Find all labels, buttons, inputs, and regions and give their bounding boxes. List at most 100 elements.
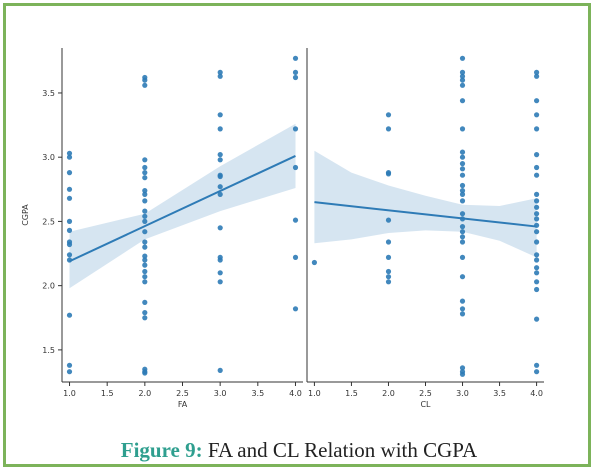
data-point bbox=[217, 191, 223, 197]
data-point bbox=[459, 149, 466, 155]
data-point bbox=[459, 306, 466, 312]
data-point bbox=[311, 259, 317, 266]
data-point bbox=[217, 173, 223, 180]
data-point bbox=[459, 188, 466, 194]
data-point bbox=[292, 74, 299, 81]
data-point bbox=[534, 164, 540, 171]
data-point bbox=[142, 315, 148, 321]
caption-label: Figure 9: bbox=[120, 438, 203, 462]
data-point bbox=[534, 126, 540, 132]
data-point bbox=[385, 112, 392, 118]
data-point bbox=[66, 154, 73, 160]
data-point bbox=[142, 239, 148, 245]
scatter-plot-figure: 1.0 1.5 2.0 2.5 3.0 3.5 4.0 FA 1.5 2.0 2.5 3.0 3.5 CG… bbox=[21, 48, 544, 409]
data-point bbox=[217, 184, 223, 190]
data-point bbox=[459, 229, 466, 235]
data-point bbox=[66, 241, 73, 248]
data-point bbox=[292, 164, 299, 171]
data-point bbox=[534, 270, 540, 276]
data-point bbox=[292, 126, 299, 132]
data-point bbox=[142, 268, 148, 275]
data-point bbox=[142, 213, 148, 219]
data-point bbox=[534, 265, 540, 271]
data-point bbox=[142, 164, 148, 171]
data-point bbox=[534, 286, 540, 293]
data-point bbox=[217, 279, 223, 285]
data-point bbox=[534, 112, 540, 118]
data-point bbox=[142, 191, 148, 197]
caption-text: FA and CL Relation with CGPA bbox=[207, 438, 478, 462]
data-point bbox=[385, 217, 392, 223]
panel-cl: 1.0 1.5 2.0 2.5 3.0 3.5 4.0 CL bbox=[306, 48, 544, 409]
x-tick-label: 1.5 bbox=[101, 389, 114, 398]
data-point bbox=[385, 268, 392, 275]
data-point bbox=[459, 198, 466, 204]
data-point bbox=[459, 154, 466, 160]
data-point bbox=[534, 279, 540, 285]
data-point bbox=[142, 274, 148, 280]
data-point bbox=[459, 55, 466, 61]
data-point bbox=[534, 369, 540, 375]
data-point bbox=[534, 98, 540, 104]
data-point bbox=[385, 126, 392, 132]
data-point bbox=[142, 257, 148, 263]
data-point bbox=[459, 365, 466, 371]
panel-fa: 1.0 1.5 2.0 2.5 3.0 3.5 4.0 FA 1.5 2.0 2.5 3.0 3.5 CG… bbox=[21, 48, 303, 409]
data-point bbox=[142, 262, 148, 268]
data-point bbox=[142, 253, 148, 259]
data-point bbox=[66, 218, 73, 224]
data-point bbox=[459, 311, 466, 317]
data-point bbox=[534, 362, 540, 368]
data-point bbox=[459, 239, 466, 245]
y-tick-label: 3.0 bbox=[42, 153, 55, 162]
data-point bbox=[459, 224, 466, 230]
data-point bbox=[217, 126, 223, 132]
data-point bbox=[217, 69, 223, 75]
data-point bbox=[142, 198, 148, 204]
data-point bbox=[142, 218, 148, 224]
confidence-band bbox=[69, 123, 296, 289]
data-point bbox=[459, 298, 466, 304]
data-point bbox=[459, 234, 466, 240]
data-point bbox=[459, 69, 466, 75]
data-point bbox=[292, 217, 299, 223]
data-point bbox=[459, 166, 466, 172]
confidence-band bbox=[314, 150, 537, 258]
x-tick-label: 3.0 bbox=[456, 389, 469, 398]
data-point bbox=[292, 55, 299, 61]
data-point bbox=[217, 225, 223, 231]
data-point bbox=[142, 208, 148, 214]
x-tick-label: 4.0 bbox=[289, 389, 302, 398]
data-point bbox=[534, 152, 540, 158]
data-point bbox=[534, 216, 540, 222]
data-point bbox=[66, 195, 73, 201]
data-point bbox=[142, 157, 148, 163]
x-tick-label: 3.5 bbox=[251, 389, 264, 398]
data-point bbox=[217, 257, 223, 263]
data-point bbox=[534, 229, 540, 235]
data-point bbox=[142, 279, 148, 285]
data-point bbox=[66, 227, 73, 233]
data-point bbox=[142, 299, 148, 305]
data-point bbox=[217, 112, 223, 118]
data-point bbox=[534, 69, 540, 75]
y-tick-label: 2.0 bbox=[42, 282, 55, 291]
x-tick-label: 3.0 bbox=[214, 389, 227, 398]
data-point bbox=[66, 362, 73, 368]
data-point bbox=[385, 279, 392, 285]
data-point bbox=[459, 191, 466, 197]
data-point bbox=[534, 252, 540, 258]
data-point bbox=[66, 170, 73, 176]
data-point bbox=[459, 82, 466, 88]
x-tick-label: 2.5 bbox=[419, 389, 432, 398]
data-point bbox=[459, 161, 466, 167]
x-tick-label: 3.5 bbox=[493, 389, 506, 398]
data-point bbox=[459, 182, 466, 189]
data-point bbox=[534, 239, 540, 245]
x-tick-label: 2.5 bbox=[176, 389, 189, 398]
data-point bbox=[459, 126, 466, 132]
data-point bbox=[142, 229, 148, 235]
data-point bbox=[217, 73, 223, 79]
x-axis-label: CL bbox=[420, 400, 431, 409]
data-point bbox=[459, 274, 466, 280]
